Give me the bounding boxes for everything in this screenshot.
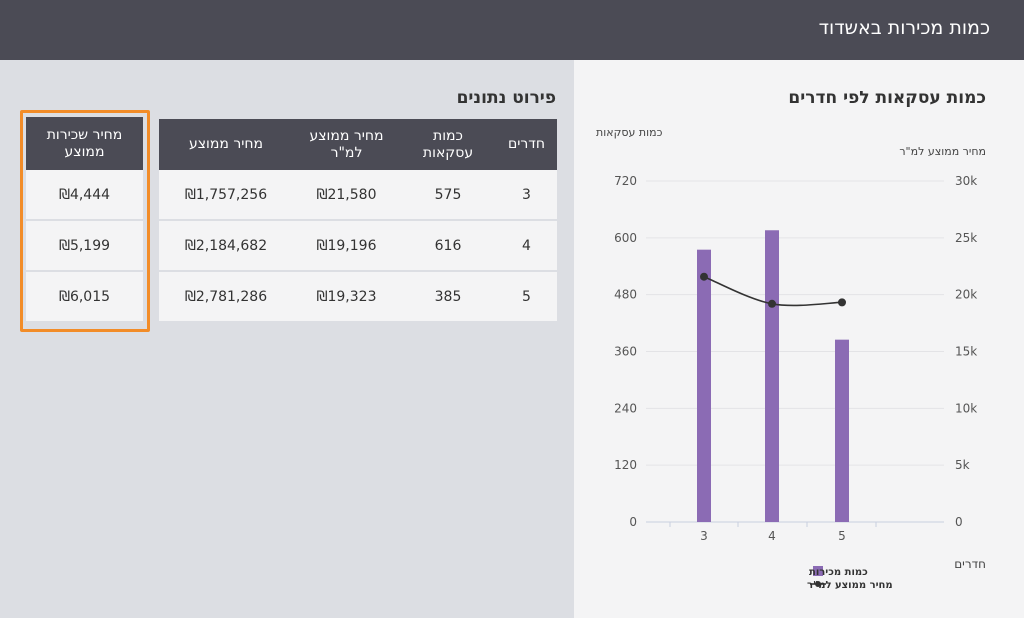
bar [765, 230, 779, 522]
y-right-tick-label: 25k [955, 231, 977, 245]
legend-label-line: מחיר ממוצע למ"ר [807, 580, 893, 591]
table-row: ₪2,781,286 ₪19,323 385 5 [159, 272, 557, 323]
cell-avg-price: ₪2,781,286 [184, 288, 268, 305]
cell-deal-count: 385 [434, 288, 462, 305]
y-right-tick-label: 0 [955, 515, 963, 529]
cell-deal-count: 575 [434, 186, 462, 203]
chart-panel [574, 60, 1024, 618]
cell-avg-price: ₪1,757,256 [184, 186, 268, 203]
x-tick-label: 5 [838, 529, 846, 543]
y-left-tick-label: 240 [614, 401, 637, 415]
y-left-tick-label: 360 [614, 345, 637, 359]
page-title: כמות מכירות באשדוד [818, 17, 990, 39]
line-point [838, 298, 846, 307]
header-price-per-meter: מחיר ממוצע למ"ר [309, 127, 384, 161]
cell-rooms: 3 [522, 186, 531, 203]
x-tick-label: 3 [700, 529, 708, 543]
table-row: ₪2,184,682 ₪19,196 616 4 [159, 221, 557, 272]
x-tick-label: 4 [768, 529, 776, 543]
data-table: מחיר ממוצע מחיר ממוצע למ"ר כמות עסקאות ח… [159, 119, 557, 323]
table-row: ₪6,015 [26, 272, 143, 323]
cell-price-per-meter: ₪19,196 [316, 237, 377, 254]
y-right-tick-label: 20k [955, 288, 977, 302]
page-header: כמות מכירות באשדוד [0, 0, 1024, 60]
chart-title: כמות עסקאות לפי חדרים [788, 88, 986, 108]
legend-marker-line [815, 581, 821, 587]
header-avg-price: מחיר ממוצע [188, 136, 264, 152]
header-rooms: חדרים [507, 136, 546, 152]
y-right-tick-label: 10k [955, 401, 977, 415]
line-point [700, 272, 708, 281]
y-left-tick-label: 600 [614, 231, 637, 245]
bar [835, 339, 849, 522]
table-row: ₪5,199 [26, 221, 143, 272]
cell-avg-price: ₪2,184,682 [184, 237, 268, 254]
rent-table: מחיר שכירות ממוצע ₪4,444 ₪5,199 ₪6,015 [26, 117, 143, 323]
y-left-tick-label: 120 [614, 458, 637, 472]
bar [697, 249, 711, 522]
table-header-row: מחיר ממוצע מחיר ממוצע למ"ר כמות עסקאות ח… [159, 119, 557, 170]
y-left-tick-label: 720 [614, 174, 637, 188]
y-right-tick-label: 30k [955, 174, 977, 188]
x-axis-title: חדרים [954, 557, 986, 571]
cell-avg-rent: ₪4,444 [58, 186, 111, 203]
cell-avg-rent: ₪5,199 [58, 237, 111, 254]
cell-price-per-meter: ₪21,580 [316, 186, 377, 203]
y-left-tick-label: 0 [629, 515, 637, 529]
cell-deal-count: 616 [434, 237, 462, 254]
table-title: פירוט נתונים [456, 88, 556, 108]
legend-label-bar: כמות מכירות [809, 567, 868, 578]
cell-avg-rent: ₪6,015 [58, 288, 111, 305]
y-left-tick-label: 480 [614, 288, 637, 302]
table-row: ₪1,757,256 ₪21,580 575 3 [159, 170, 557, 221]
table-row: ₪4,444 [26, 170, 143, 221]
header-deal-count: כמות עסקאות [422, 127, 474, 161]
cell-rooms: 5 [522, 288, 531, 305]
y-right-tick-label: 15k [955, 345, 977, 359]
legend-swatch-bar [813, 566, 823, 576]
y-right-tick-label: 5k [955, 458, 970, 472]
rent-header-row: מחיר שכירות ממוצע [26, 117, 143, 170]
left-axis-title: כמות עסקאות [596, 126, 663, 139]
highlight-box [20, 110, 150, 332]
cell-rooms: 4 [522, 237, 531, 254]
line-point [768, 299, 776, 308]
cell-price-per-meter: ₪19,323 [316, 288, 377, 305]
sales-chart: 0 120 240 360 480 600 720 0 5k 10k 15k 20k 25k 30k 3 4 5… [614, 174, 977, 591]
header-avg-rent: מחיר שכירות ממוצע [46, 126, 123, 160]
right-axis-title: מחיר ממוצע למ"ר [899, 145, 986, 158]
